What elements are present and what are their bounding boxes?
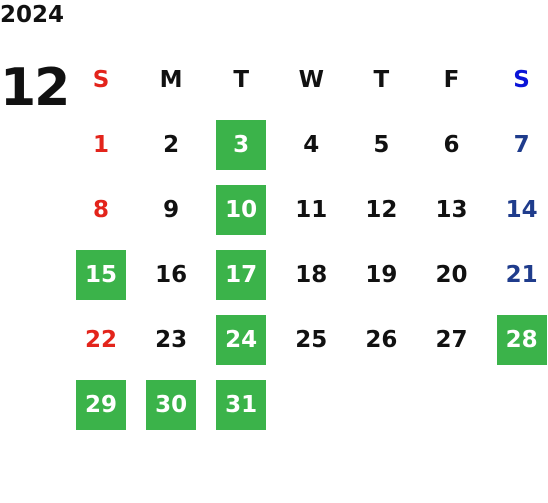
weekday-header: F xyxy=(443,67,460,93)
day: 8 xyxy=(92,197,109,223)
weekday-header: T xyxy=(373,67,390,93)
day-highlighted: 31 xyxy=(216,380,267,430)
day-highlighted: 24 xyxy=(216,315,267,365)
day-highlighted: 17 xyxy=(216,250,267,300)
day-highlighted: 29 xyxy=(76,380,126,430)
day: 20 xyxy=(435,262,468,288)
day: 26 xyxy=(365,327,398,353)
day: 6 xyxy=(443,132,460,158)
day: 27 xyxy=(435,327,468,353)
weekday-header: S xyxy=(92,67,110,93)
day: 25 xyxy=(295,327,328,353)
day: 22 xyxy=(84,327,117,353)
day: 2 xyxy=(163,132,180,158)
day-highlighted: 15 xyxy=(76,250,126,300)
weekday-header: W xyxy=(298,67,324,93)
day: 23 xyxy=(155,327,188,353)
day: 5 xyxy=(373,132,390,158)
weekday-header: T xyxy=(233,67,250,93)
day: 11 xyxy=(295,197,328,223)
day-highlighted: 3 xyxy=(216,120,267,170)
day: 19 xyxy=(365,262,398,288)
day: 9 xyxy=(163,197,180,223)
day: 4 xyxy=(303,132,320,158)
day: 18 xyxy=(295,262,328,288)
month: 12 xyxy=(0,58,70,118)
day: 1 xyxy=(92,132,109,158)
weekday-header: M xyxy=(159,67,183,93)
day-highlighted: 28 xyxy=(496,315,547,365)
day: 7 xyxy=(513,132,530,158)
day: 14 xyxy=(505,197,538,223)
day: 13 xyxy=(435,197,468,223)
weekday-header: S xyxy=(513,67,530,93)
day: 21 xyxy=(505,262,538,288)
day-highlighted: 10 xyxy=(216,185,267,235)
day: 16 xyxy=(155,262,188,288)
day: 12 xyxy=(365,197,398,223)
day-highlighted: 30 xyxy=(146,380,197,430)
year: 2024 xyxy=(0,2,65,28)
